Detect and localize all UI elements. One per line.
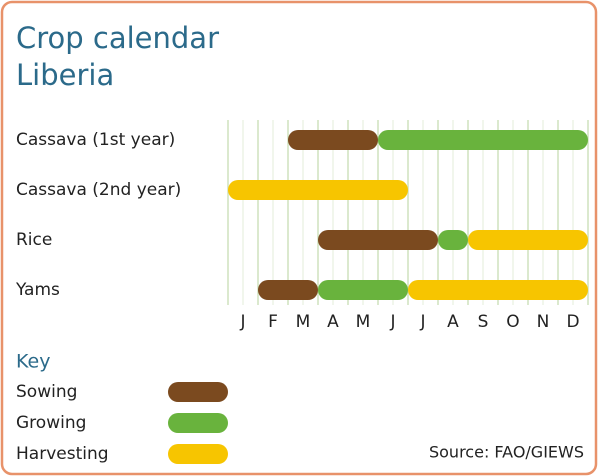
x-tick-label: M: [296, 312, 311, 332]
x-tick-label: J: [389, 312, 395, 332]
x-tick-label: S: [478, 312, 489, 332]
x-tick-label: O: [506, 312, 519, 332]
legend-swatch: [168, 413, 228, 433]
bar-segment: [318, 280, 408, 300]
x-tick-label: F: [268, 312, 278, 332]
bar-segment: [258, 280, 318, 300]
bar-segment: [468, 230, 588, 250]
bar-segment: [288, 130, 378, 150]
row-label: Rice: [16, 230, 52, 250]
bar-segment: [378, 130, 588, 150]
x-tick-label: D: [566, 312, 579, 332]
legend-swatch: [168, 444, 228, 464]
bar-segment: [318, 230, 438, 250]
chart-subtitle: Liberia: [16, 58, 114, 92]
legend-label: Growing: [16, 413, 86, 433]
legend-swatch: [168, 382, 228, 402]
legend-title: Key: [16, 351, 50, 373]
legend-label: Sowing: [16, 382, 77, 402]
bar-segment: [228, 180, 408, 200]
row-label: Cassava (1st year): [16, 130, 175, 150]
x-tick-label: M: [356, 312, 371, 332]
x-tick-label: N: [537, 312, 550, 332]
x-tick-label: A: [447, 312, 459, 332]
row-label: Cassava (2nd year): [16, 180, 181, 200]
x-tick-label: J: [239, 312, 245, 332]
chart-title: Crop calendar: [16, 21, 219, 55]
x-tick-label: A: [327, 312, 339, 332]
source: Source: FAO/GIEWS: [429, 443, 584, 462]
bar-segment: [438, 230, 468, 250]
x-tick-label: J: [419, 312, 425, 332]
bar-segment: [408, 280, 588, 300]
legend-label: Harvesting: [16, 444, 109, 464]
row-label: Yams: [15, 280, 60, 300]
